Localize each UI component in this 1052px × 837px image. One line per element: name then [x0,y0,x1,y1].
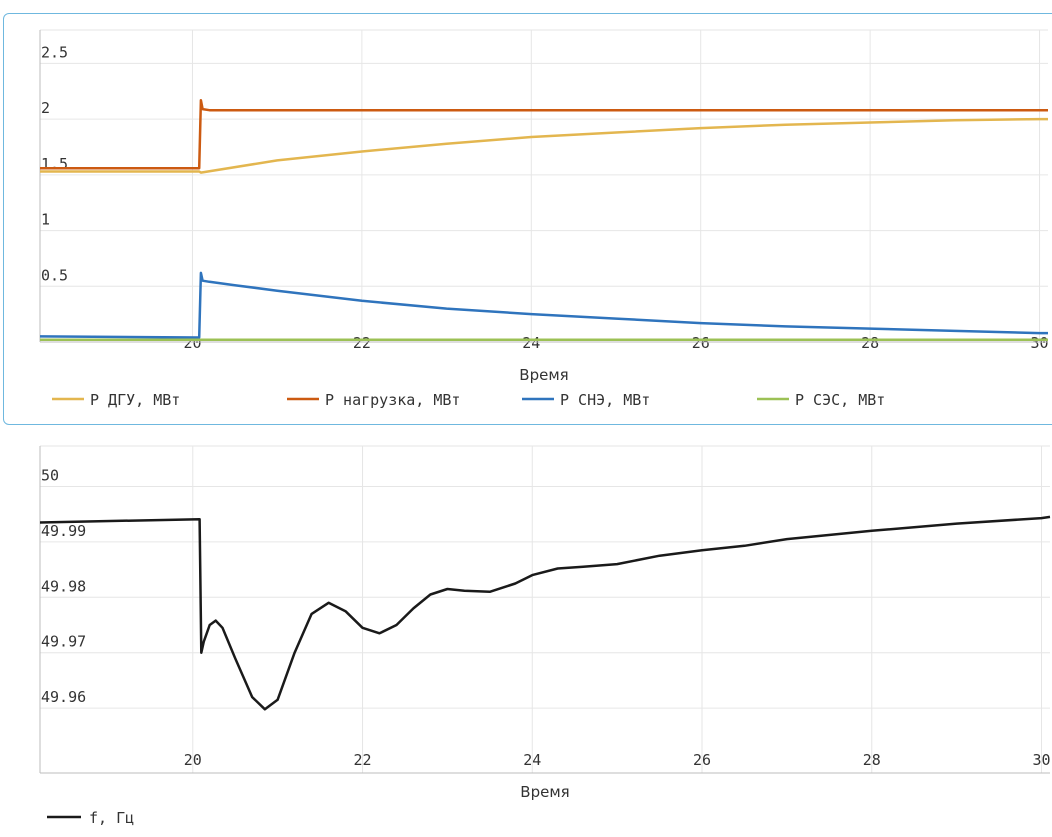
y-tick-label: 2 [41,99,50,117]
x-tick-label: 24 [523,751,541,769]
series-line-3 [39,271,1048,339]
legend-label-4: P СЭС, МВт [795,391,885,409]
x-tick-label: 24 [522,334,540,352]
x-tick-label: 30 [1031,334,1049,352]
series-line-2 [40,98,1048,170]
x-tick-label: 26 [693,751,711,769]
legend-label-2: P нагрузка, МВт [325,391,460,409]
series-line-1 [40,117,1048,174]
y-tick-label: 49.99 [41,522,86,540]
x-tick-label: 22 [354,751,372,769]
y-tick-label: 49.96 [41,688,86,706]
y-tick-label: 49.97 [41,633,86,651]
x-axis-title: Время [520,783,569,801]
x-tick-label: 26 [692,334,710,352]
y-tick-label: 0.5 [41,266,68,284]
y-tick-label: 50 [41,466,59,484]
series-line-1 [39,515,1051,711]
y-tick-label: 1.5 [41,155,68,173]
y-tick-label: 49.98 [41,577,86,595]
x-tick-label: 28 [863,751,881,769]
legend-label-1: P ДГУ, МВт [90,391,180,409]
legend-label-1: f, Гц [89,809,134,827]
x-tick-label: 20 [184,751,202,769]
x-tick-label: 30 [1033,751,1051,769]
x-tick-label: 28 [861,334,879,352]
x-axis-title: Время [519,366,568,384]
y-tick-label: 1 [41,211,50,229]
x-tick-label: 22 [353,334,371,352]
y-tick-label: 2.5 [41,43,68,61]
power-chart-panel [3,13,1052,425]
legend-label-3: P СНЭ, МВт [560,391,650,409]
